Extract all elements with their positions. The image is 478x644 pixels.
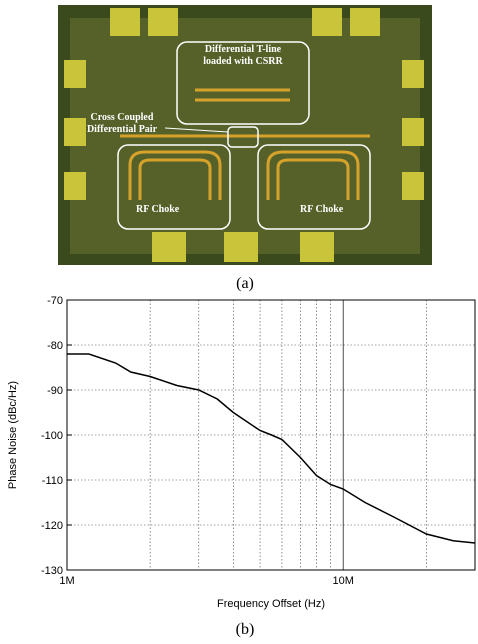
y-axis-label: Phase Noise (dBc/Hz) — [7, 381, 19, 489]
label: loaded with CSRR — [203, 56, 283, 67]
label: RF Choke — [300, 204, 344, 215]
y-tick-label: -70 — [47, 295, 63, 307]
label: Differential Pair — [87, 124, 158, 135]
caption: (b) — [236, 621, 255, 638]
page: {"micrograph": {"labels": ["Differential… — [0, 0, 478, 644]
y-tick-label: -120 — [41, 520, 63, 532]
y-tick-label: -100 — [41, 430, 63, 442]
y-tick-label: -90 — [47, 385, 63, 397]
y-tick-label: -80 — [47, 340, 63, 352]
micrograph: Differential T-line loaded with CSRR Cro… — [58, 5, 432, 265]
label: Differential T-line — [205, 44, 282, 55]
x-tick-label: 10M — [333, 575, 354, 587]
data-line — [67, 354, 475, 543]
x-tick-label: 1M — [59, 575, 74, 587]
label: RF Choke — [136, 204, 180, 215]
caption: (a) — [236, 275, 254, 292]
label: Cross Coupled — [91, 112, 154, 123]
y-tick-label: -110 — [42, 475, 63, 487]
x-axis-label: Frequency Offset (Hz) — [217, 598, 325, 610]
figure: Differential T-line loaded with CSRR Cro… — [0, 0, 478, 644]
